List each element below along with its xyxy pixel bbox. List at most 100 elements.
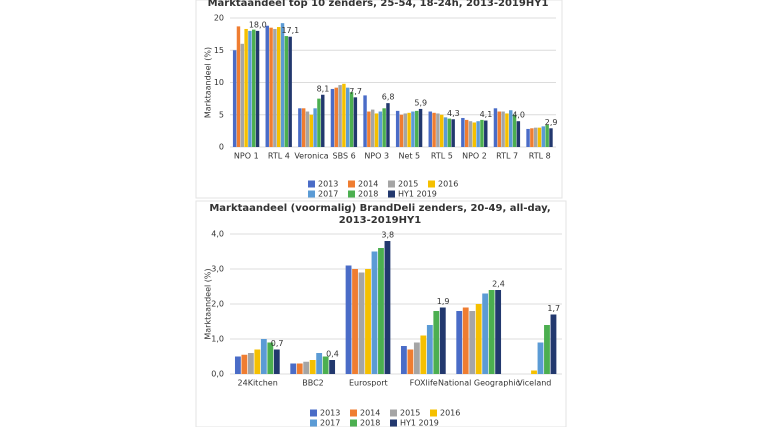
bar [512,114,517,147]
bar [456,311,463,374]
bar [386,103,390,147]
legend-label: 2016 [440,409,460,418]
bar [349,92,354,147]
bar [305,111,310,147]
bar [537,342,544,374]
legend-label: 2018 [358,190,378,199]
bar [451,119,455,147]
bar [260,339,267,374]
x-tick-label: FOXlife [410,379,438,388]
legend-label: HY1 2019 [398,190,437,199]
y-axis-label: Marktaandeel (%) [204,268,213,339]
bar [400,346,407,374]
x-tick-label: Net 5 [398,152,420,161]
legend-swatch [350,419,357,427]
bar [234,356,241,374]
bar [468,121,473,147]
bar [288,36,292,147]
x-tick-label: Eurosport [349,379,388,388]
bar [447,118,452,147]
legend-swatch [388,180,395,188]
bar [254,349,261,374]
legend-label: 2017 [318,190,338,199]
bar [329,360,336,374]
y-tick-label: 20 [214,14,224,23]
bar [439,114,444,147]
bar [395,110,400,147]
data-label: 1,9 [437,297,450,306]
x-tick-label: Viceland [517,379,551,388]
bar [484,120,488,147]
bar [316,353,323,374]
y-tick-label: 10 [214,78,224,87]
bar [537,127,542,147]
bar [516,121,521,147]
data-label: 6,8 [382,93,395,102]
bar [475,304,482,374]
x-tick-label: RTL 5 [431,152,453,161]
bar [461,117,465,147]
bar [482,293,489,374]
data-label: 2,4 [492,280,505,289]
data-label: 3,8 [381,231,394,240]
bar [420,335,427,374]
x-tick-label: RTL 7 [496,152,518,161]
data-label: 1,7 [547,304,560,313]
y-tick-label: 1,0 [211,335,224,344]
bar [338,85,342,147]
bar [313,108,317,147]
bar [476,121,480,147]
x-tick-label: RTL 4 [268,152,290,161]
x-tick-label: RTL 8 [529,152,551,161]
chart-title: Marktaandeel (voormalig) BrandDeli zende… [209,203,550,226]
legend-swatch [430,409,437,417]
bar [382,108,386,147]
bar [248,30,252,147]
legend-swatch [350,409,357,417]
bar [241,354,248,374]
x-tick-label: Veronica [294,152,328,161]
bar [407,112,411,147]
bar [353,97,358,147]
bar [363,95,367,147]
y-tick-label: 4,0 [211,230,224,239]
bar [342,83,346,147]
bar [541,126,546,147]
legend-swatch [390,419,397,427]
legend-swatch [310,419,317,427]
x-tick-label: SBS 6 [333,152,356,161]
x-tick-label: NPO 3 [364,152,389,161]
x-tick-label: NPO 2 [462,152,487,161]
bar [374,113,379,147]
bar [232,50,237,147]
bar [464,119,469,147]
y-tick-label: 2,0 [211,300,224,309]
bar [549,128,553,147]
bar [413,342,420,374]
bar [371,251,378,374]
legend-swatch [310,409,317,417]
y-tick-label: 15 [214,46,224,55]
bar [378,248,384,374]
legend-swatch [308,190,315,198]
bar [273,28,277,148]
bar [358,272,365,374]
bar [526,128,530,147]
data-label: 4,1 [480,110,493,119]
legend-swatch [428,180,435,188]
bar [370,109,375,147]
bar [240,43,245,147]
x-tick-label: BBC2 [302,379,324,388]
bar [436,113,440,147]
bar [244,28,248,148]
bar [533,127,538,147]
bar [480,119,484,147]
data-label: 5,9 [414,98,427,107]
bar [403,113,408,147]
bar [296,363,303,374]
y-tick-label: 3,0 [211,265,224,274]
bar [309,114,314,147]
bar [418,108,423,147]
bar [488,290,495,374]
